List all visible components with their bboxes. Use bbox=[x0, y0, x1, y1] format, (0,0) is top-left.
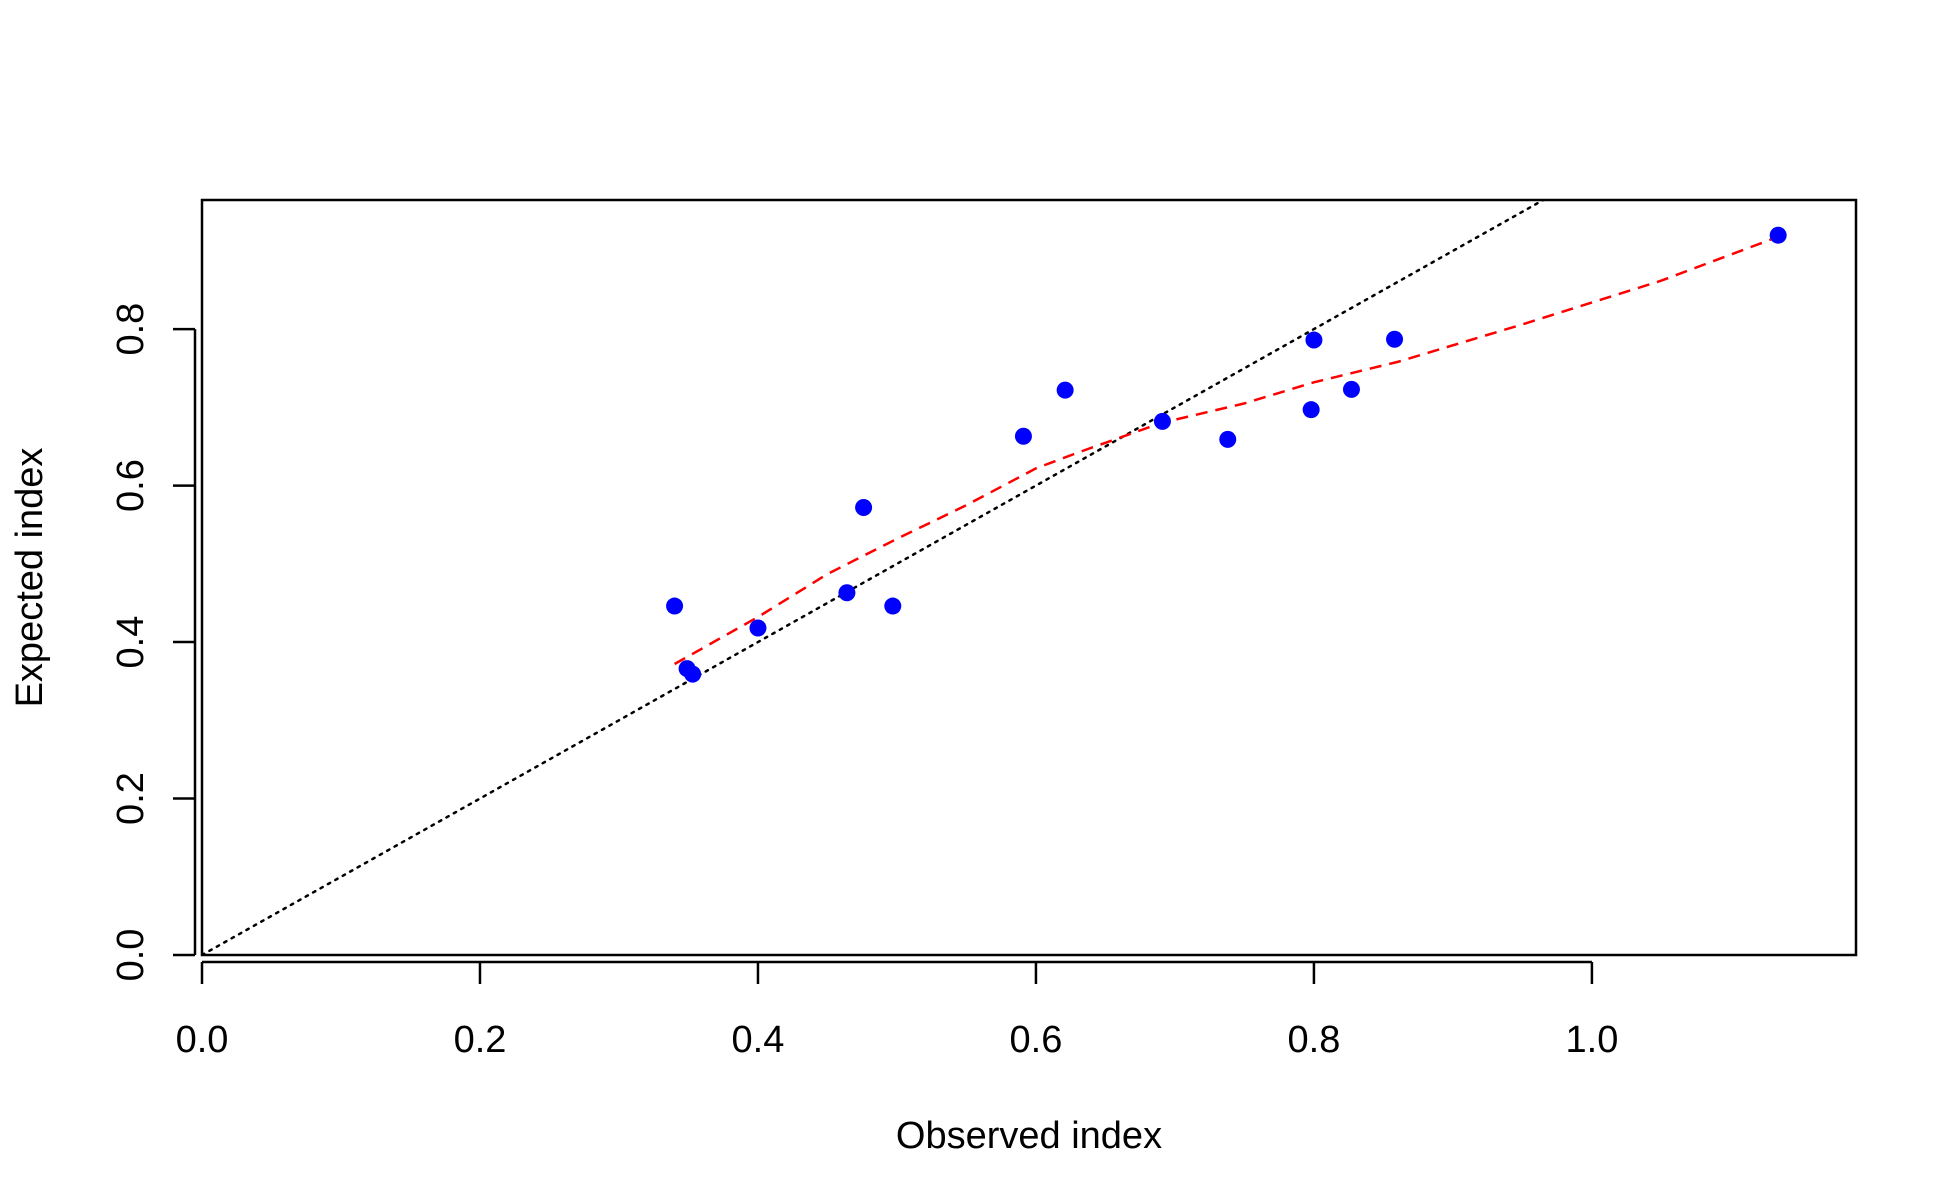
y-tick-label: 0.0 bbox=[110, 929, 152, 982]
y-tick-label: 0.4 bbox=[110, 616, 152, 669]
reference-line bbox=[202, 200, 1546, 955]
data-point bbox=[1014, 427, 1032, 445]
data-point bbox=[1305, 331, 1323, 349]
x-tick-label: 0.0 bbox=[176, 1019, 229, 1061]
data-point bbox=[855, 498, 873, 516]
data-point bbox=[1056, 381, 1074, 399]
x-tick-label: 0.8 bbox=[1288, 1019, 1341, 1061]
y-axis-label: Expected index bbox=[9, 448, 51, 708]
data-point bbox=[1769, 226, 1787, 244]
data-point bbox=[749, 619, 767, 637]
data-point bbox=[1302, 401, 1320, 419]
data-point bbox=[838, 584, 856, 602]
data-point bbox=[1219, 430, 1237, 448]
data-point bbox=[684, 665, 702, 683]
y-axis: 0.0 0.2 0.4 0.6 0.8 bbox=[110, 303, 197, 982]
x-axis: 0.0 0.2 0.4 0.6 0.8 1.0 bbox=[176, 960, 1619, 1061]
data-point bbox=[666, 597, 684, 615]
plot-area bbox=[202, 200, 1779, 955]
plot-frame bbox=[200, 198, 1858, 957]
y-tick-label: 0.2 bbox=[110, 772, 152, 825]
data-point bbox=[1153, 412, 1171, 430]
x-tick-label: 1.0 bbox=[1566, 1019, 1619, 1061]
y-tick-label: 0.6 bbox=[110, 459, 152, 512]
data-point bbox=[884, 597, 902, 615]
x-tick-label: 0.6 bbox=[1010, 1019, 1063, 1061]
x-axis-label: Observed index bbox=[896, 1115, 1162, 1157]
data-point bbox=[1386, 330, 1404, 348]
x-tick-label: 0.4 bbox=[732, 1019, 785, 1061]
data-point bbox=[1342, 380, 1360, 398]
smooth-line bbox=[673, 235, 1779, 666]
y-tick-label: 0.8 bbox=[110, 303, 152, 356]
x-tick-label: 0.2 bbox=[454, 1019, 507, 1061]
